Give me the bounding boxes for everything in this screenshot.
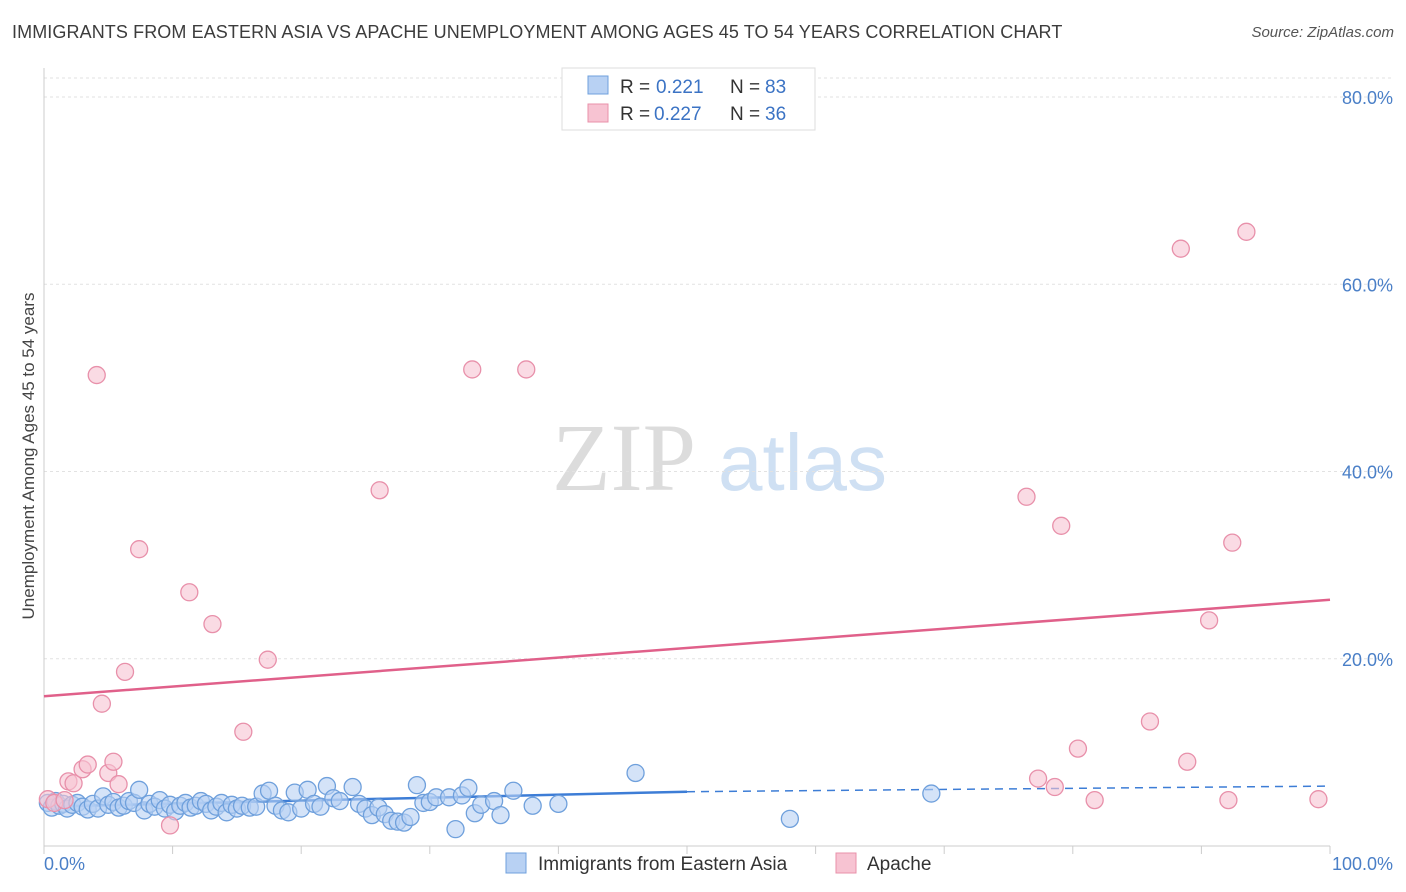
point-series1-6 bbox=[78, 755, 97, 774]
legend-r-value-1: 0.221 bbox=[656, 77, 704, 98]
legend-r-value-2: 0.227 bbox=[654, 104, 702, 125]
point-series0-64 bbox=[401, 807, 420, 827]
tick-labels: 20.0% 40.0% 60.0% 80.0% 0.0% 100.0% bbox=[44, 88, 1393, 874]
point-series1-33 bbox=[1223, 533, 1242, 552]
bottom-legend-swatch-apache bbox=[835, 852, 857, 874]
point-series1-27 bbox=[1085, 790, 1104, 810]
legend-top: R = 0.221 N = 83 R = 0.227 N = 36 bbox=[561, 67, 816, 131]
point-series1-23 bbox=[1028, 769, 1048, 788]
bottom-legend-label-eastern-asia: Immigrants from Eastern Asia bbox=[538, 854, 788, 875]
point-series1-30 bbox=[1178, 752, 1197, 771]
point-series0-55 bbox=[343, 777, 362, 797]
legend-r-label-2: R = bbox=[620, 104, 650, 125]
chart-title: IMMIGRANTS FROM EASTERN ASIA VS APACHE U… bbox=[12, 22, 1063, 42]
trend-line-1 bbox=[43, 598, 1331, 698]
source-credit: Source: ZipAtlas.com bbox=[1251, 24, 1394, 41]
point-series0-78 bbox=[523, 796, 542, 815]
point-series1-17 bbox=[234, 722, 253, 741]
grid-lines bbox=[44, 77, 1392, 660]
x-tick-label-0: 0.0% bbox=[44, 854, 85, 874]
point-series1-4 bbox=[64, 774, 83, 793]
point-series1-34 bbox=[1237, 222, 1256, 241]
point-series1-22 bbox=[1017, 487, 1036, 506]
y-axis-label: Unemployment Among Ages 45 to 54 years bbox=[19, 293, 38, 620]
point-series1-19 bbox=[370, 481, 389, 500]
point-series0-77 bbox=[504, 781, 523, 800]
point-series1-25 bbox=[1052, 516, 1071, 535]
point-series1-26 bbox=[1068, 739, 1088, 758]
legend-n-label-1: N = bbox=[730, 77, 760, 98]
point-series1-24 bbox=[1045, 777, 1064, 797]
point-series1-29 bbox=[1171, 239, 1190, 258]
point-series0-19 bbox=[130, 780, 149, 799]
legend-swatch-apache bbox=[587, 103, 609, 123]
point-series0-72 bbox=[459, 778, 478, 798]
legend-r-label-1: R = bbox=[620, 77, 650, 98]
point-series1-15 bbox=[180, 583, 199, 602]
point-series1-35 bbox=[1309, 790, 1328, 809]
point-series0-80 bbox=[626, 763, 645, 783]
data-points bbox=[38, 222, 1328, 839]
point-series0-70 bbox=[446, 819, 465, 839]
trend-lines bbox=[43, 598, 1331, 808]
point-series1-8 bbox=[92, 694, 112, 713]
point-series1-20 bbox=[463, 360, 482, 379]
point-series0-79 bbox=[549, 794, 568, 814]
bottom-legend-label-apache: Apache bbox=[867, 854, 931, 875]
legend-n-value-1: 83 bbox=[765, 77, 786, 98]
x-tick-label-100: 100.0% bbox=[1332, 854, 1393, 874]
y-tick-label-80: 80.0% bbox=[1342, 88, 1393, 108]
point-series1-10 bbox=[104, 752, 123, 771]
legend-swatch-eastern-asia bbox=[587, 75, 609, 95]
y-tick-label-60: 60.0% bbox=[1342, 275, 1393, 295]
axes bbox=[43, 68, 1331, 854]
point-series1-32 bbox=[1219, 790, 1238, 810]
point-series0-51 bbox=[311, 797, 330, 816]
legend-bottom: Immigrants from Eastern Asia Apache bbox=[505, 852, 931, 875]
point-series1-14 bbox=[160, 816, 180, 835]
watermark-zip: ZIP bbox=[552, 404, 696, 511]
point-series0-65 bbox=[407, 775, 427, 795]
point-series1-11 bbox=[109, 775, 128, 794]
point-series1-21 bbox=[517, 360, 536, 379]
point-series1-18 bbox=[258, 650, 277, 669]
point-series1-12 bbox=[115, 662, 135, 682]
point-series0-76 bbox=[491, 805, 510, 825]
point-series0-54 bbox=[330, 791, 349, 811]
point-series1-7 bbox=[87, 365, 106, 385]
point-series0-82 bbox=[922, 784, 941, 803]
y-tick-label-20: 20.0% bbox=[1342, 650, 1393, 670]
legend-n-value-2: 36 bbox=[765, 104, 786, 125]
trend-line-dashed-0 bbox=[686, 785, 1331, 793]
point-series1-31 bbox=[1199, 611, 1219, 630]
watermark-atlas: atlas bbox=[718, 418, 887, 507]
point-series1-2 bbox=[55, 790, 74, 810]
y-tick-label-40: 40.0% bbox=[1342, 463, 1393, 483]
point-series1-13 bbox=[130, 540, 149, 559]
bottom-legend-swatch-eastern-asia bbox=[505, 852, 527, 874]
legend-n-label-2: N = bbox=[730, 104, 760, 125]
point-series1-28 bbox=[1140, 712, 1160, 731]
point-series0-81 bbox=[780, 809, 800, 828]
point-series1-16 bbox=[203, 614, 222, 634]
